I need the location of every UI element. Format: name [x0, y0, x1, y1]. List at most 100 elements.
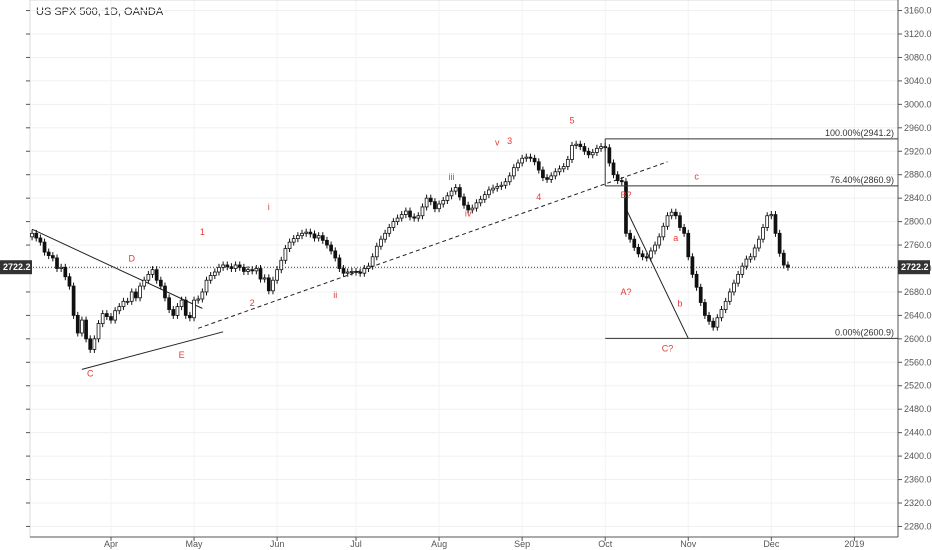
- candle-body: [266, 277, 271, 292]
- candle-body: [362, 268, 367, 274]
- candle-body: [678, 215, 682, 228]
- candle-body: [582, 146, 587, 152]
- candle-body: [503, 181, 508, 186]
- candle-body: [291, 238, 296, 243]
- trendline: [625, 208, 689, 339]
- candle-body: [445, 195, 450, 201]
- candle-body: [320, 235, 325, 241]
- candle-body: [491, 187, 495, 191]
- wave-label: 5: [569, 116, 574, 126]
- candle-body: [142, 279, 147, 287]
- candle-body: [404, 210, 408, 215]
- wave-label: B?: [620, 190, 631, 200]
- candle-body: [150, 269, 155, 275]
- candle-body: [312, 233, 317, 239]
- candle-body: [325, 239, 329, 246]
- candle-body: [134, 291, 138, 299]
- candle-body: [416, 215, 421, 219]
- candle-body: [104, 313, 109, 317]
- candle-body: [254, 268, 259, 272]
- last-price-tag-left-label: 2722.2: [3, 262, 31, 272]
- candle-body: [520, 157, 524, 164]
- candle-body: [640, 253, 645, 258]
- y-tick-label: 2520.0: [904, 381, 932, 391]
- candle-body: [532, 157, 537, 163]
- wave-label: 2: [250, 298, 255, 308]
- candle-body: [615, 174, 620, 181]
- y-tick-label: 2840.0: [904, 193, 932, 203]
- candle-body: [250, 269, 255, 272]
- x-tick-label: 2019: [844, 539, 864, 549]
- candle-body: [271, 279, 275, 292]
- candle-body: [221, 264, 225, 268]
- candle-body: [100, 313, 105, 325]
- candle-body: [777, 232, 782, 254]
- y-tick-label: 3080.0: [904, 52, 932, 62]
- fib-level-label: 76.40%(2860.9): [830, 175, 894, 185]
- candle-body: [154, 269, 159, 281]
- candle-body: [30, 232, 34, 238]
- candle-body: [752, 247, 757, 258]
- candle-body: [96, 323, 101, 340]
- x-tick-label: Dec: [763, 539, 780, 549]
- wave-label: iv: [465, 208, 472, 218]
- candle-body: [350, 271, 354, 273]
- fib-layer: 100.00%(2941.2) 76.40%(2860.9) 0.00%(2600.…: [604, 128, 898, 339]
- candle-body: [420, 206, 425, 217]
- candle-body: [707, 314, 711, 322]
- candle-body: [59, 266, 64, 269]
- candle-body: [586, 150, 591, 156]
- candle-body: [171, 309, 176, 316]
- candle-body: [607, 147, 612, 164]
- y-tick-label: 2760.0: [904, 240, 932, 250]
- candle-body: [495, 186, 500, 189]
- candle-body: [482, 194, 487, 200]
- candle-body: [395, 217, 400, 223]
- candle-body: [333, 250, 338, 259]
- candle-body: [516, 162, 520, 169]
- candle-body: [561, 166, 566, 170]
- candle-body: [619, 180, 624, 183]
- y-tick-label: 2400.0: [904, 451, 932, 461]
- candle-body: [296, 235, 300, 240]
- chart-symbol-title: US SPX 500, 1D, OANDA: [36, 6, 164, 18]
- y-tick-label: 2920.0: [904, 146, 932, 156]
- candle-body: [536, 161, 541, 171]
- candle-body: [703, 302, 707, 316]
- candle-body: [366, 265, 371, 269]
- candle-body: [694, 273, 699, 288]
- candle-body: [528, 156, 533, 159]
- candle-body: [179, 299, 184, 308]
- fib-level-label: 100.00%(2941.2): [825, 128, 894, 138]
- candle-body: [63, 266, 68, 278]
- y-tick-label: 3040.0: [904, 76, 932, 86]
- candle-body: [158, 279, 163, 287]
- y-tick-label: 2320.0: [904, 498, 932, 508]
- candle-body: [748, 256, 753, 260]
- candle-body: [453, 187, 458, 192]
- y-tick-label: 2440.0: [904, 428, 932, 438]
- candle-body: [457, 187, 462, 198]
- y-tick-label: 3000.0: [904, 99, 932, 109]
- last-price-tag-right-label: 2722.2: [901, 262, 929, 272]
- y-tick-label: 2680.0: [904, 287, 932, 297]
- candle-body: [736, 273, 740, 284]
- candle-body: [437, 203, 441, 210]
- candle-body: [208, 275, 213, 281]
- candle-body: [287, 241, 292, 249]
- candle-body: [657, 236, 662, 246]
- y-tick-label: 2640.0: [904, 310, 932, 320]
- candle-body: [374, 245, 379, 258]
- candle-body: [246, 269, 250, 272]
- candle-body: [217, 266, 221, 273]
- candle-body: [121, 300, 126, 308]
- candle-body: [524, 156, 529, 159]
- candle-body: [183, 299, 188, 316]
- candle-body: [744, 258, 749, 267]
- candle-body: [175, 306, 180, 316]
- candle-body: [354, 271, 358, 273]
- wave-label: A?: [620, 287, 631, 297]
- candle-body: [308, 231, 313, 235]
